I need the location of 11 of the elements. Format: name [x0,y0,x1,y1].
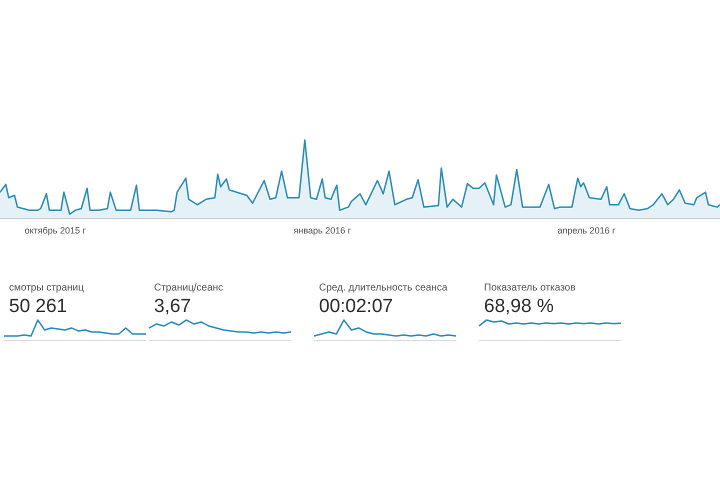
chart-title: Сред. длительность сеанса [319,282,448,294]
x-tick-label: январь 2016 г [293,226,352,236]
chart-subtitle: 50 261 [9,296,68,317]
chart-title: Страниц/сеанс [154,282,224,294]
chart-subtitle: 68,98 % [484,296,554,317]
chart-subtitle: 00:02:07 [319,296,393,317]
chart-title: смотры страниц [9,282,84,294]
chart-subtitle: 3,67 [154,296,191,317]
x-tick-label: апрель 2016 г [558,226,616,236]
x-tick-label: октябрь 2015 г [24,226,86,236]
chart-title: Показатель отказов [484,282,576,294]
